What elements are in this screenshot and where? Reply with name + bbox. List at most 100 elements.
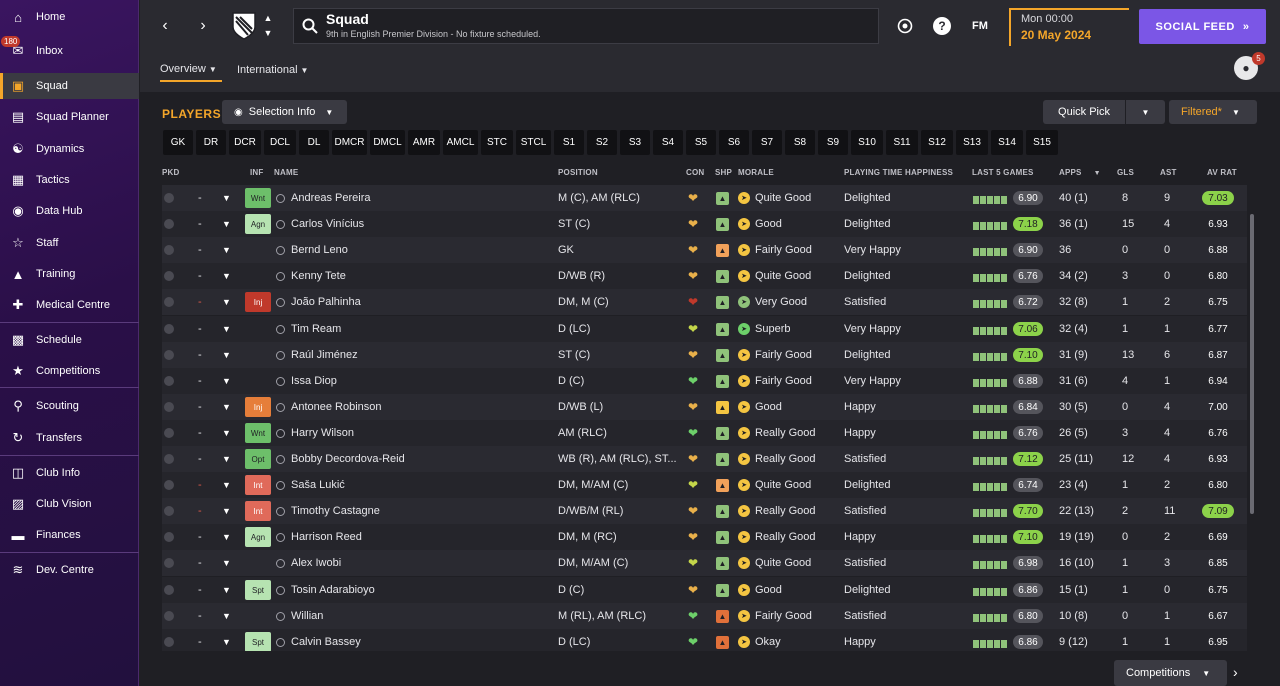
- sidebar-item-transfers[interactable]: ↻ Transfers: [0, 425, 139, 451]
- sidebar-item-scouting[interactable]: ⚲ Scouting: [0, 393, 139, 419]
- table-row[interactable]: - ▼ Agn Carlos Vinícius ST (C) ❤ ▲ ➤ Good Delight…: [162, 211, 1247, 237]
- row-options-dropdown[interactable]: ▼: [222, 368, 234, 394]
- table-row[interactable]: - ▼ Spt Tosin Adarabioyo D (C) ❤ ▲ ➤ Good Delight…: [162, 577, 1247, 603]
- search-box[interactable]: [293, 8, 879, 44]
- table-row[interactable]: - ▼ Alex Iwobi DM, M/AM (C) ❤ ▲ ➤ Quite Good Sat…: [162, 550, 1247, 576]
- pkd-toggle[interactable]: [164, 211, 178, 237]
- inf-badge-cell[interactable]: Int: [245, 498, 271, 524]
- position-filter-s9[interactable]: S9: [818, 130, 848, 155]
- player-name[interactable]: Alex Iwobi: [276, 550, 546, 576]
- position-filter-s4[interactable]: S4: [653, 130, 683, 155]
- col-gls[interactable]: GLS: [1117, 168, 1135, 177]
- sidebar-item-training[interactable]: ▲ Training: [0, 261, 139, 287]
- row-options-dropdown[interactable]: ▼: [222, 550, 234, 576]
- inf-badge-cell[interactable]: Agn: [245, 524, 271, 550]
- sidebar-item-competitions[interactable]: ★ Competitions: [0, 358, 139, 384]
- position-filter-s12[interactable]: S12: [921, 130, 953, 155]
- col-morale[interactable]: MORALE: [738, 168, 774, 177]
- fm-menu-button[interactable]: FM: [972, 20, 988, 32]
- quick-pick-dropdown[interactable]: ▼: [1126, 100, 1165, 124]
- player-name[interactable]: Harrison Reed: [276, 524, 546, 550]
- player-name[interactable]: Willian: [276, 603, 546, 629]
- player-name[interactable]: Tosin Adarabioyo: [276, 577, 546, 603]
- player-name[interactable]: Timothy Castagne: [276, 498, 546, 524]
- back-button[interactable]: ‹: [162, 17, 168, 34]
- player-name[interactable]: Antonee Robinson: [276, 394, 546, 420]
- player-name[interactable]: Calvin Bassey: [276, 629, 546, 651]
- table-row[interactable]: - ▼ Opt Bobby Decordova-Reid WB (R), AM (RLC…: [162, 446, 1247, 472]
- chevron-up-icon[interactable]: ▲: [263, 13, 273, 23]
- position-filter-stc[interactable]: STC: [481, 130, 513, 155]
- position-filter-s14[interactable]: S14: [991, 130, 1023, 155]
- inf-badge-cell[interactable]: Wnt: [245, 420, 271, 446]
- club-crest-icon[interactable]: [228, 10, 260, 42]
- position-filter-s13[interactable]: S13: [956, 130, 988, 155]
- sidebar-item-home[interactable]: ⌂ Home: [0, 4, 139, 30]
- row-options-dropdown[interactable]: ▼: [222, 185, 234, 211]
- row-options-dropdown[interactable]: ▼: [222, 316, 234, 342]
- tab-international[interactable]: International ▼: [237, 58, 317, 82]
- pkd-toggle[interactable]: [164, 237, 178, 263]
- inf-badge-cell[interactable]: Wnt: [245, 185, 271, 211]
- sidebar-item-schedule[interactable]: ▩ Schedule: [0, 327, 139, 353]
- row-options-dropdown[interactable]: ▼: [222, 394, 234, 420]
- col-last5[interactable]: LAST 5 GAMES: [972, 168, 1034, 177]
- col-playing-time[interactable]: PLAYING TIME HAPPINESS: [844, 168, 954, 177]
- inf-badge-cell[interactable]: Inj: [245, 289, 271, 315]
- row-options-dropdown[interactable]: ▼: [222, 420, 234, 446]
- pkd-toggle[interactable]: [164, 185, 178, 211]
- world-icon[interactable]: [896, 17, 914, 35]
- player-name[interactable]: Tim Ream: [276, 316, 546, 342]
- table-row[interactable]: - ▼ Issa Diop D (C) ❤ ▲ ➤ Fairly Good Very Happy…: [162, 368, 1247, 394]
- competitions-dropdown[interactable]: Competitions ▼: [1114, 660, 1227, 686]
- table-row[interactable]: - ▼ Spt Calvin Bassey D (LC) ❤ ▲ ➤ Okay Happy 6.86…: [162, 629, 1247, 651]
- people-icon[interactable]: ●: [1234, 56, 1258, 80]
- table-row[interactable]: - ▼ Agn Harrison Reed DM, M (RC) ❤ ▲ ➤ Really Go…: [162, 524, 1247, 550]
- table-row[interactable]: - ▼ Inj Antonee Robinson D/WB (L) ❤ ▲ ➤ Good Happ…: [162, 394, 1247, 420]
- help-icon[interactable]: ?: [933, 17, 951, 35]
- pkd-toggle[interactable]: [164, 263, 178, 289]
- position-filter-s1[interactable]: S1: [554, 130, 584, 155]
- row-options-dropdown[interactable]: ▼: [222, 289, 234, 315]
- sidebar-item-dynamics[interactable]: ☯ Dynamics: [0, 136, 139, 162]
- col-shp[interactable]: SHP: [715, 168, 733, 177]
- col-pkd[interactable]: PKD: [162, 168, 180, 177]
- sidebar-item-inbox[interactable]: ✉ Inbox: [0, 38, 139, 64]
- player-name[interactable]: Bernd Leno: [276, 237, 546, 263]
- position-filter-s10[interactable]: S10: [851, 130, 883, 155]
- row-options-dropdown[interactable]: ▼: [222, 472, 234, 498]
- player-name[interactable]: Kenny Tete: [276, 263, 546, 289]
- inf-badge-cell[interactable]: Int: [245, 472, 271, 498]
- pkd-toggle[interactable]: [164, 524, 178, 550]
- row-options-dropdown[interactable]: ▼: [222, 603, 234, 629]
- row-options-dropdown[interactable]: ▼: [222, 211, 234, 237]
- pkd-toggle[interactable]: [164, 577, 178, 603]
- pkd-toggle[interactable]: [164, 289, 178, 315]
- position-filter-s2[interactable]: S2: [587, 130, 617, 155]
- player-name[interactable]: Harry Wilson: [276, 420, 546, 446]
- tab-overview[interactable]: Overview ▼: [160, 58, 222, 82]
- table-row[interactable]: - ▼ Raúl Jiménez ST (C) ❤ ▲ ➤ Fairly Good Deligh…: [162, 342, 1247, 368]
- col-inf[interactable]: INF: [250, 168, 264, 177]
- col-con[interactable]: CON: [686, 168, 705, 177]
- player-name[interactable]: Bobby Decordova-Reid: [276, 446, 546, 472]
- inf-badge-cell[interactable]: Spt: [245, 577, 271, 603]
- filter-button[interactable]: Filtered* ▼: [1169, 100, 1257, 124]
- pkd-toggle[interactable]: [164, 368, 178, 394]
- chevron-right-icon[interactable]: ›: [1233, 664, 1238, 680]
- pkd-toggle[interactable]: [164, 498, 178, 524]
- player-name[interactable]: Issa Diop: [276, 368, 546, 394]
- row-options-dropdown[interactable]: ▼: [222, 524, 234, 550]
- sidebar-item-club-vision[interactable]: ▨ Club Vision: [0, 491, 139, 517]
- table-row[interactable]: - ▼ Wnt Harry Wilson AM (RLC) ❤ ▲ ➤ Really Good H…: [162, 420, 1247, 446]
- inf-badge-cell[interactable]: Spt: [245, 629, 271, 651]
- position-filter-dcr[interactable]: DCR: [229, 130, 261, 155]
- chevron-down-icon[interactable]: ▼: [263, 28, 273, 38]
- quick-pick-button[interactable]: Quick Pick: [1043, 100, 1125, 124]
- row-options-dropdown[interactable]: ▼: [222, 342, 234, 368]
- position-filter-s8[interactable]: S8: [785, 130, 815, 155]
- row-options-dropdown[interactable]: ▼: [222, 498, 234, 524]
- position-filter-amr[interactable]: AMR: [408, 130, 440, 155]
- pkd-toggle[interactable]: [164, 629, 178, 651]
- pkd-toggle[interactable]: [164, 394, 178, 420]
